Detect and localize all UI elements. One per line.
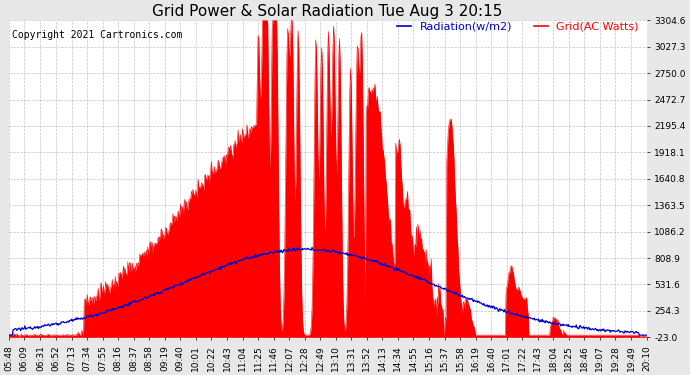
Legend: Radiation(w/m2), Grid(AC Watts): Radiation(w/m2), Grid(AC Watts) [393, 17, 643, 36]
Title: Grid Power & Solar Radiation Tue Aug 3 20:15: Grid Power & Solar Radiation Tue Aug 3 2… [152, 4, 503, 19]
Text: Copyright 2021 Cartronics.com: Copyright 2021 Cartronics.com [12, 30, 182, 40]
